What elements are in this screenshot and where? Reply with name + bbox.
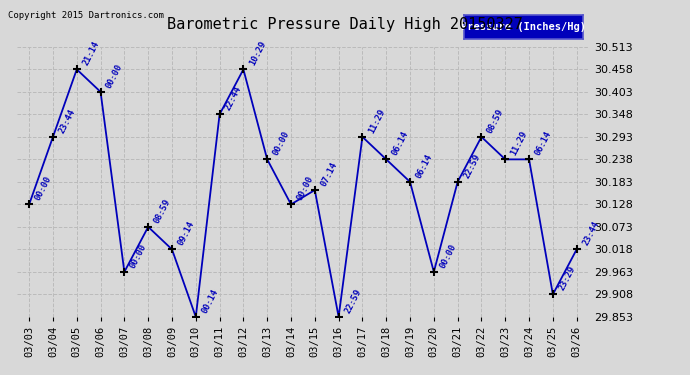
Text: 11:29: 11:29 (509, 130, 529, 157)
Text: 08:59: 08:59 (486, 107, 506, 135)
Text: 06:14: 06:14 (414, 152, 434, 180)
Text: 08:59: 08:59 (152, 197, 172, 225)
Text: 23:44: 23:44 (57, 107, 77, 135)
Text: Copyright 2015 Dartronics.com: Copyright 2015 Dartronics.com (8, 11, 164, 20)
Text: 00:00: 00:00 (438, 242, 458, 270)
Text: 00:00: 00:00 (128, 242, 148, 270)
Text: 21:14: 21:14 (81, 40, 101, 67)
Text: 00:00: 00:00 (105, 62, 125, 90)
Text: Pressure (Inches/Hg): Pressure (Inches/Hg) (461, 22, 586, 32)
Text: 00:00: 00:00 (295, 175, 315, 202)
Text: 11:29: 11:29 (366, 107, 386, 135)
Text: 00:14: 00:14 (200, 287, 220, 315)
Text: 09:14: 09:14 (176, 220, 196, 247)
Text: 06:14: 06:14 (533, 130, 553, 157)
Text: 23:44: 23:44 (581, 220, 601, 247)
Text: 00:00: 00:00 (33, 175, 53, 202)
Text: Barometric Pressure Daily High 20150327: Barometric Pressure Daily High 20150327 (167, 17, 523, 32)
Text: 22:44: 22:44 (224, 85, 244, 112)
Text: 07:14: 07:14 (319, 160, 339, 188)
Text: 23:29: 23:29 (557, 265, 577, 292)
Text: 06:14: 06:14 (391, 130, 411, 157)
Text: 22:59: 22:59 (343, 287, 363, 315)
Text: 10:29: 10:29 (248, 40, 268, 67)
Text: 22:59: 22:59 (462, 152, 482, 180)
Text: 00:00: 00:00 (271, 130, 291, 157)
